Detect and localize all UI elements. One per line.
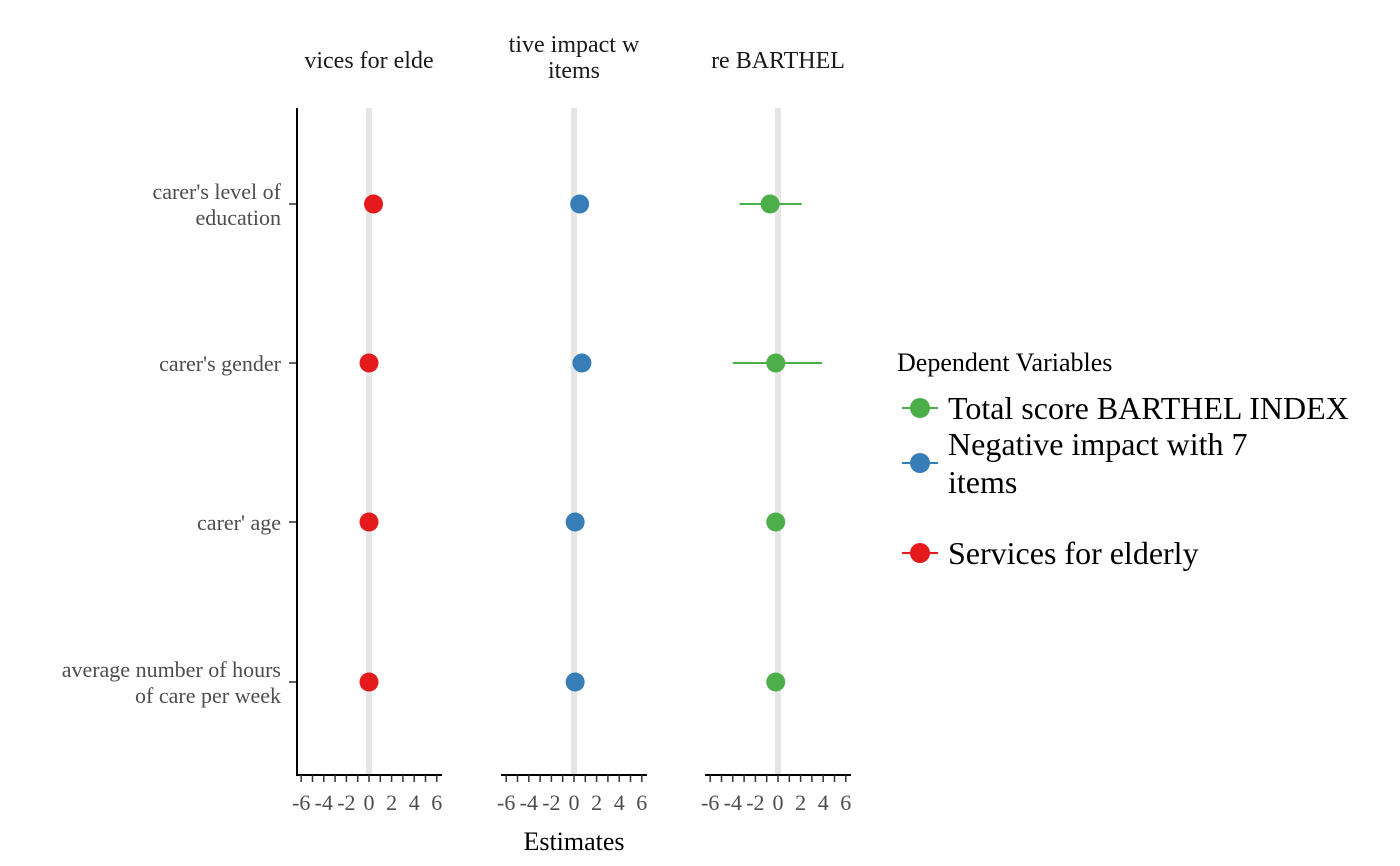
x-tick-label: 4 (614, 790, 625, 815)
facet-title: vices for elde (304, 48, 433, 74)
x-tick-label: -2 (337, 790, 355, 815)
facet-title: tive impact w (509, 32, 640, 58)
legend-entry: Negative impact with 7 items (902, 426, 1247, 500)
y-axis-labels: carer's level of education carer's gender c… (62, 179, 297, 708)
y-tick-label: carer' age (197, 510, 281, 535)
x-tick-label: -4 (315, 790, 333, 815)
estimate-point (766, 672, 786, 692)
facet-panel: vices for elde -6 -4 -2 0 2 4 6 (292, 48, 442, 815)
estimate-point (565, 672, 585, 692)
x-tick-label: 2 (591, 790, 602, 815)
legend-label: Total score BARTHEL INDEX (948, 390, 1349, 426)
y-tick-label: average number of hours of care per week (62, 657, 281, 708)
estimate-point (359, 512, 379, 532)
estimate-point (364, 194, 384, 214)
legend: Dependent Variables Total score BARTHEL I… (897, 348, 1349, 571)
x-tick-label: 2 (795, 790, 806, 815)
x-tick-label: 4 (818, 790, 829, 815)
x-tick-label: 0 (773, 790, 784, 815)
x-tick-label: -4 (724, 790, 742, 815)
x-tick-label: -6 (701, 790, 719, 815)
x-axis-title: Estimates (523, 827, 624, 856)
legend-label: Negative impact with 7 items (948, 426, 1247, 500)
estimate-point (570, 194, 590, 214)
estimate-point (359, 353, 379, 373)
x-tick-label: 0 (569, 790, 580, 815)
facet-title: re BARTHEL (711, 48, 845, 74)
legend-label: Services for elderly (948, 535, 1199, 571)
x-tick-label: 4 (409, 790, 420, 815)
x-tick-label: -2 (746, 790, 764, 815)
y-tick-label: carer's gender (159, 351, 282, 376)
x-tick-label: -6 (497, 790, 515, 815)
x-tick-label: -4 (520, 790, 538, 815)
estimate-point (766, 353, 786, 373)
estimate-point (760, 194, 780, 214)
x-tick-label: 6 (431, 790, 442, 815)
x-tick-label: -6 (292, 790, 310, 815)
legend-entry: Total score BARTHEL INDEX (902, 390, 1349, 426)
x-tick-label: 6 (636, 790, 647, 815)
x-tick-label: 6 (840, 790, 851, 815)
legend-key-point (910, 453, 930, 473)
legend-key-point (910, 543, 930, 563)
legend-title: Dependent Variables (897, 348, 1112, 377)
x-tick-label: -2 (542, 790, 560, 815)
legend-entry: Services for elderly (902, 535, 1199, 571)
x-tick-label: 2 (386, 790, 397, 815)
estimate-point (766, 512, 786, 532)
facet-panel: re BARTHEL -6 -4 -2 0 2 4 6 (701, 48, 851, 815)
y-tick-label: carer's level of education (152, 179, 281, 230)
estimate-point (565, 512, 585, 532)
estimate-point (572, 353, 592, 373)
facet-title: items (548, 58, 600, 84)
estimate-point (359, 672, 379, 692)
x-tick-label: 0 (364, 790, 375, 815)
legend-key-point (910, 398, 930, 418)
